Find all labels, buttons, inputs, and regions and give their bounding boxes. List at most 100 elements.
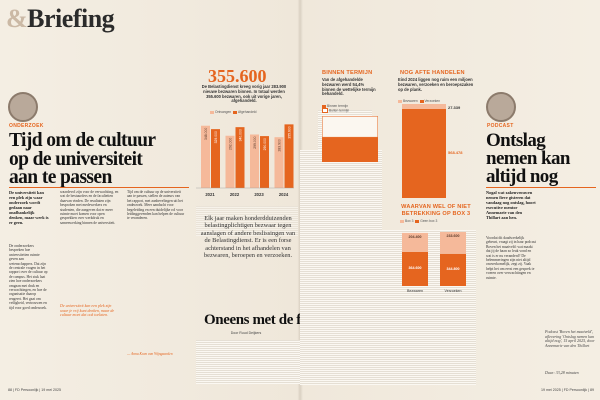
article-thumbnail xyxy=(8,92,38,122)
backlog-bar-verzoeken xyxy=(402,109,446,198)
chart-subtitle: De Belastingdienst kreeg vorig jaar 283.… xyxy=(201,84,287,104)
box3-bar-box3-1 xyxy=(440,232,466,254)
backlog-bar-chart: 27.339 568.478 xyxy=(402,104,463,198)
term-text: Van de afgehandelde bezwaren werd 54,4% … xyxy=(322,77,376,97)
podcast-intro: Nogal wat zakenvrouwen nemen fieve giste… xyxy=(486,190,536,220)
term-title: BINNEN TERMIJN xyxy=(322,70,373,76)
backlog-label-bottom: 568.478 xyxy=(448,150,463,155)
legend-handled: Afgehandeld xyxy=(237,110,257,114)
headline-line-3: aan te passen xyxy=(9,167,112,189)
center-intro: Elk jaar maken honderdduizenden belastin… xyxy=(200,215,296,260)
feature-title: Oneens met de fiscus xyxy=(204,312,330,328)
bar-2021-1 xyxy=(211,129,220,188)
legend-swatch-in-term xyxy=(322,104,326,108)
orange-divider xyxy=(9,187,189,188)
legend-swatch-handled xyxy=(232,110,237,114)
bar-label-2023-1: 290.000 xyxy=(263,138,267,150)
legend-swatch-bezwaren xyxy=(398,99,402,103)
headline-line-1: Tijd om de cultuur xyxy=(9,130,156,151)
paper-stack-center xyxy=(300,150,382,385)
bar-2022-0 xyxy=(225,135,235,188)
year-label-2023: 2023 xyxy=(254,192,264,197)
big-number: 355.600 xyxy=(208,66,267,86)
podcast-divider xyxy=(486,187,596,188)
headline-line-2: op de universiteit xyxy=(9,148,143,170)
podcast-headline-line-2: nemen kan xyxy=(486,148,570,170)
podcast-duration: Duur: 33,28 minuten xyxy=(545,370,579,375)
article-column-2: waardevol zijn voor de verwachting, en w… xyxy=(60,190,119,225)
box3-bar-nobox3-1 xyxy=(440,253,466,286)
backlog-label-top: 27.339 xyxy=(448,105,461,110)
legend-swatch-out-term xyxy=(322,108,328,113)
article-intro: De universiteit kan een plek zijn waar o… xyxy=(9,190,49,225)
pull-quote: De universiteit kan een plek zijn waar j… xyxy=(60,303,115,318)
legend-received: Ontvangen xyxy=(215,110,232,114)
podcast-body: Voordat dit daadwerkelijk gebeurt, vraag… xyxy=(486,236,536,280)
footer-left: 88 | FD Persoonlijk | 19 mei 2025 xyxy=(8,388,62,392)
podcast-thumbnail xyxy=(486,92,516,122)
article-kicker: ONDERZOEK xyxy=(9,123,44,129)
box3-label-top-1: 233.600 xyxy=(447,234,460,238)
bar-label-2022-1: 340.000 xyxy=(239,129,243,141)
box3-category-0: Bezwaren xyxy=(407,289,423,293)
backlog-title: NOG AFTE HANDELEN xyxy=(400,70,465,76)
year-label-2022: 2022 xyxy=(230,192,240,197)
podcast-headline-line-3: altijd nog xyxy=(486,166,558,188)
paper-stack-bottom xyxy=(196,340,300,384)
podcast-headline: Ontslag nemen kan altijd nog xyxy=(486,130,596,188)
legend-swatch-box3 xyxy=(400,219,404,223)
legend-swatch-received xyxy=(210,110,214,114)
section-title: Briefing xyxy=(27,4,115,33)
legend-out-term: Buiten termijn xyxy=(329,108,350,113)
legend-swatch-verzoeken xyxy=(419,99,424,103)
legend-bezwaren: Bezwaren xyxy=(403,99,418,103)
bar-2021-0 xyxy=(201,125,210,188)
backlog-text: Eind 2024 liggen nog ruim een miljoen be… xyxy=(398,77,474,92)
legend-verzoeken: Verzoeken xyxy=(424,99,441,103)
backlog-legend: Bezwaren Verzoeken xyxy=(398,99,440,103)
podcast-credit: Podcast 'Boven het maaiveld', aflevering… xyxy=(545,329,595,348)
legend-box3: Box 3 xyxy=(405,219,414,223)
box3-bar-nobox3-0 xyxy=(402,251,428,286)
bar-label-2021-0: 348.000 xyxy=(204,128,208,140)
yearly-bar-chart: 348.000 329.000 2021 292.000 340.000 2022 299.… xyxy=(196,124,294,197)
bar-2024-1 xyxy=(284,124,294,188)
bar-2023-1 xyxy=(260,136,269,188)
box3-bar-chart: 204.400 364.600 Bezwaren 233.600 344.800 Verz… xyxy=(402,232,466,293)
legend-no-box3: Geen box 3 xyxy=(420,219,438,223)
term-bar-chart xyxy=(322,116,378,162)
legend-in-term: Binnen termijn xyxy=(327,104,349,108)
year-label-2021: 2021 xyxy=(205,192,215,197)
quote-author: — Anna Koen van Wijngaarden xyxy=(127,352,173,356)
section-header: &Briefing xyxy=(6,4,115,34)
bar-label-2021-1: 329.000 xyxy=(214,131,218,143)
bar-2024-0 xyxy=(274,137,284,188)
paper-stack-top xyxy=(196,206,298,236)
bar-2022-1 xyxy=(235,127,245,188)
bar-label-2024-1: 355.600 xyxy=(288,126,292,138)
box3-legend: Box 3 Geen box 3 xyxy=(400,219,437,223)
box3-label-bottom-1: 344.800 xyxy=(447,267,460,271)
term-legend: Binnen termijn Buiten termijn xyxy=(322,104,349,113)
bar-label-2023-0: 299.000 xyxy=(253,136,257,148)
podcast-kicker: PODCAST xyxy=(487,123,514,129)
legend-swatch-no-box3 xyxy=(415,219,420,223)
article-column-3: Tijd om de cultuur op de universiteit aa… xyxy=(127,190,185,221)
box3-label-bottom-0: 364.600 xyxy=(409,266,422,270)
box3-label-top-0: 204.400 xyxy=(409,235,422,239)
year-label-2024: 2024 xyxy=(279,192,289,197)
bar-label-2024-0: 283.900 xyxy=(278,139,282,151)
bar-label-2022-0: 292.000 xyxy=(229,138,233,150)
term-bar-in xyxy=(322,137,378,162)
article-column-1: De onderzoekers bespreken hoe universite… xyxy=(9,244,48,310)
chart-legend: Ontvangen Afgehandeld xyxy=(210,110,257,114)
box3-category-1: Verzoeken xyxy=(445,289,462,293)
podcast-headline-line-1: Ontslag xyxy=(486,130,546,151)
term-bar-out xyxy=(322,116,378,138)
backlog-bar-bezwaren xyxy=(402,104,446,109)
feature-byline: Door Ruud Deijkers xyxy=(230,331,262,335)
article-headline: Tijd om de cultuur op de universiteit aa… xyxy=(9,130,189,189)
bar-2023-0 xyxy=(250,134,259,188)
box3-bar-box3-0 xyxy=(402,232,428,252)
